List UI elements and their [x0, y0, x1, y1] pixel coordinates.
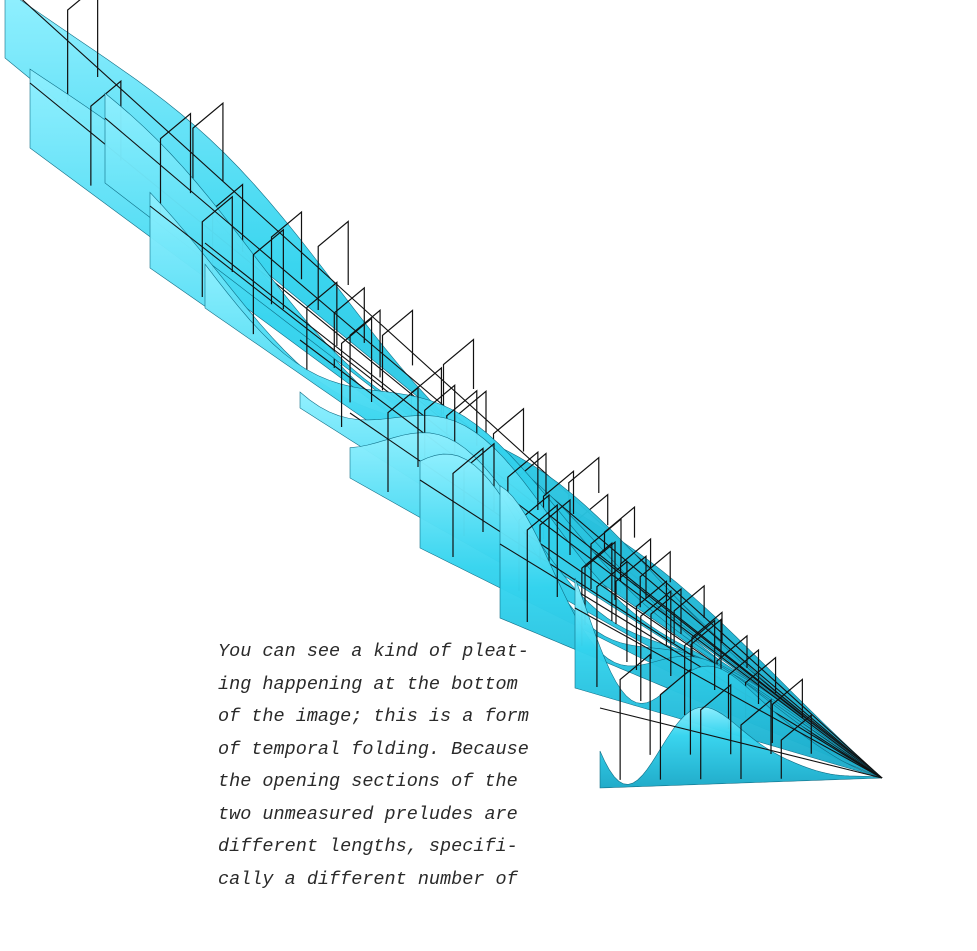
wireframe [317, 220, 349, 310]
wireframe [740, 698, 772, 779]
wireframe [635, 580, 668, 670]
wireframe [691, 611, 723, 668]
caption-line: of the image; this is a form [218, 706, 529, 727]
wireframe [639, 550, 671, 608]
wireframe [192, 101, 224, 206]
control-line [499, 543, 883, 779]
caption-line: the opening sections of the [218, 771, 518, 792]
wireframe [619, 537, 652, 593]
wireframe [270, 210, 303, 305]
wireframe [615, 554, 647, 624]
wireframe [159, 112, 192, 219]
wireframe [349, 308, 381, 403]
wireframe [526, 503, 558, 622]
wireframe [306, 281, 338, 371]
wireframe [67, 0, 99, 102]
caption: You can see a kind of pleat-ing happenin… [218, 636, 529, 896]
wireframe [619, 653, 651, 780]
wireframe [442, 338, 475, 414]
wireframe [771, 678, 803, 743]
wireframe [590, 517, 622, 589]
caption-line: of temporal folding. Because [218, 738, 529, 760]
wireframe [727, 648, 760, 729]
wireframe [381, 309, 414, 391]
wireframe [700, 683, 732, 780]
caption-line: different lengths, specifi- [218, 836, 518, 857]
control-line [299, 339, 883, 779]
caption-line: ing happening at the bottom [218, 673, 518, 695]
wireframe [780, 713, 812, 779]
control-line [599, 707, 883, 779]
wireframe [673, 584, 705, 643]
wireframe [452, 447, 484, 557]
wireframe [640, 589, 672, 701]
wireframe [201, 195, 233, 297]
caption-line: cally a different number of [218, 868, 518, 890]
control-line [574, 607, 883, 779]
wireframe [659, 668, 692, 780]
caption-line: You can see a kind of pleat- [218, 641, 529, 662]
wireframe [333, 286, 365, 368]
wireframe [596, 560, 628, 687]
wireframe [684, 619, 716, 715]
wireframe [252, 228, 284, 335]
caption-line: two unmeasured preludes are [218, 803, 518, 825]
wireframe [387, 386, 419, 492]
wireframe [340, 317, 373, 427]
